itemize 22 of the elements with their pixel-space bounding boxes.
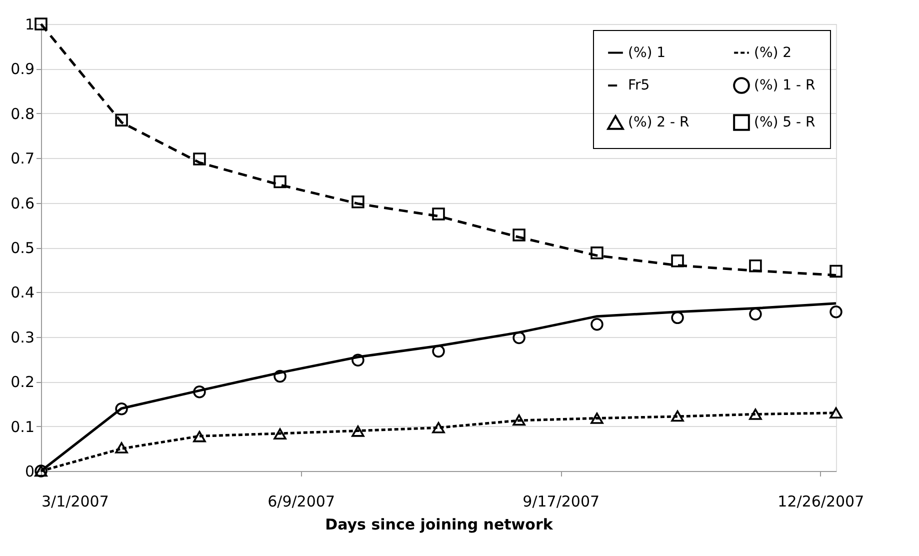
y-tick-label: 0.8 bbox=[10, 104, 34, 123]
x-tick-label: 12/26/2007 bbox=[778, 492, 864, 510]
y-tick-label: 0.7 bbox=[10, 150, 34, 168]
y-tick-label: 0.1 bbox=[10, 418, 34, 436]
x-tick-label: 3/1/2007 bbox=[42, 492, 109, 510]
y-tick-label: 0.9 bbox=[10, 60, 34, 78]
legend-label: Fr5 bbox=[628, 78, 650, 94]
legend-label: (%) 5 - R bbox=[754, 114, 816, 130]
y-tick-label: 1 bbox=[24, 16, 34, 34]
legend-label: (%) 2 - R bbox=[628, 114, 690, 130]
legend-label: (%) 1 bbox=[628, 44, 666, 61]
legend-label: (%) 2 bbox=[754, 44, 792, 61]
x-tick-label: 6/9/2007 bbox=[268, 492, 335, 510]
x-axis-title: Days since joining network bbox=[325, 516, 554, 534]
y-tick-label: 0.5 bbox=[10, 239, 34, 257]
y-tick-label: 0.3 bbox=[10, 328, 34, 346]
x-tick-label: 9/17/2007 bbox=[522, 492, 600, 510]
y-tick-label: 0.4 bbox=[10, 284, 34, 302]
y-tick-label: 0 bbox=[24, 462, 34, 480]
legend-label: (%) 1 - R bbox=[754, 78, 816, 94]
y-tick-label: 0.6 bbox=[10, 194, 34, 212]
y-tick-label: 0.2 bbox=[10, 373, 34, 392]
